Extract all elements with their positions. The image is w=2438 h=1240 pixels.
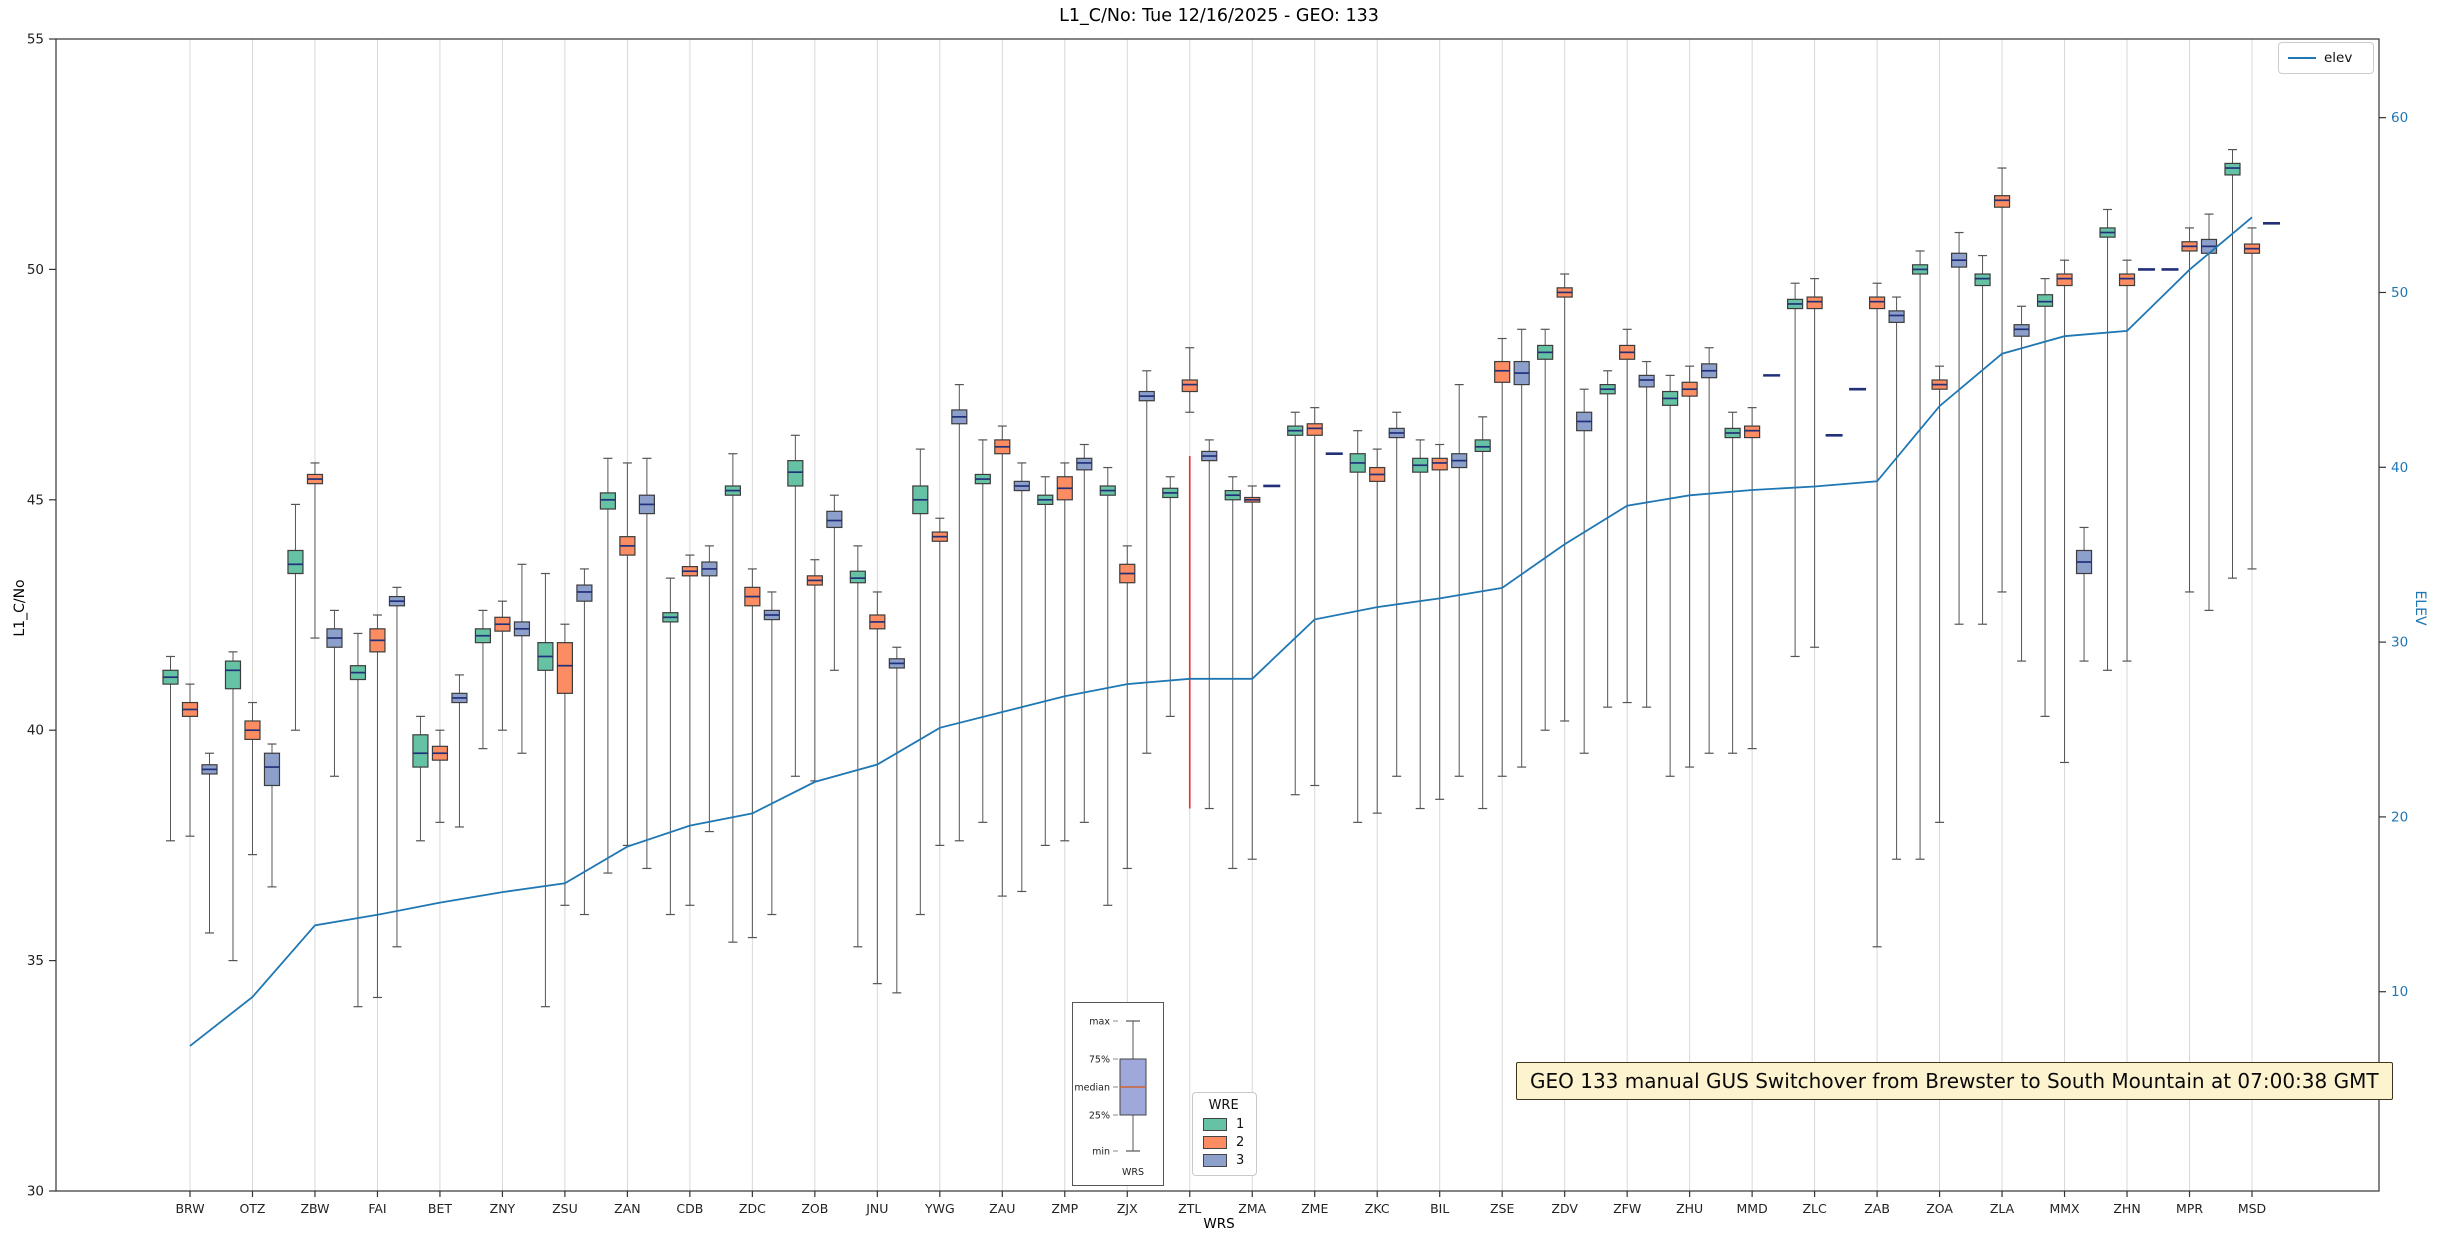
svg-text:ZLC: ZLC xyxy=(1802,1201,1827,1216)
svg-text:ZFW: ZFW xyxy=(1613,1201,1641,1216)
svg-text:ZTL: ZTL xyxy=(1178,1201,1201,1216)
svg-text:WRS: WRS xyxy=(1122,1167,1144,1178)
wre-legend-title: WRE xyxy=(1208,1098,1239,1113)
svg-text:10: 10 xyxy=(2391,984,2408,1000)
svg-text:25%: 25% xyxy=(1089,1111,1110,1122)
svg-text:ZAU: ZAU xyxy=(989,1201,1015,1216)
wre-2-swatch xyxy=(1203,1136,1227,1149)
svg-text:ZSE: ZSE xyxy=(1490,1201,1514,1216)
wre-1-label: 1 xyxy=(1236,1117,1245,1132)
svg-text:ZOA: ZOA xyxy=(1926,1201,1953,1216)
svg-text:median: median xyxy=(1074,1083,1110,1094)
svg-text:35: 35 xyxy=(27,953,44,969)
svg-text:30: 30 xyxy=(2391,635,2408,651)
wre-legend-entry-1: 1 xyxy=(1203,1117,1244,1132)
svg-text:ZSU: ZSU xyxy=(552,1201,578,1216)
svg-text:MMX: MMX xyxy=(2049,1201,2080,1216)
svg-text:OTZ: OTZ xyxy=(239,1201,265,1216)
svg-text:20: 20 xyxy=(2391,809,2408,825)
svg-text:ZDC: ZDC xyxy=(739,1201,766,1216)
svg-text:BIL: BIL xyxy=(1430,1201,1449,1216)
switchover-annotation[interactable]: GEO 133 manual GUS Switchover from Brews… xyxy=(1516,1062,2393,1100)
wre-legend-entry-3: 3 xyxy=(1203,1153,1244,1168)
svg-text:ZAN: ZAN xyxy=(614,1201,640,1216)
svg-text:MSD: MSD xyxy=(2238,1201,2266,1216)
chart-title: L1_C/No: Tue 12/16/2025 - GEO: 133 xyxy=(1059,6,1379,26)
svg-text:ZDV: ZDV xyxy=(1551,1201,1578,1216)
svg-text:30: 30 xyxy=(27,1184,44,1200)
svg-text:MPR: MPR xyxy=(2176,1201,2203,1216)
svg-text:BET: BET xyxy=(428,1201,452,1216)
svg-text:50: 50 xyxy=(27,262,44,278)
svg-text:ZHU: ZHU xyxy=(1676,1201,1703,1216)
wre-legend-entry-2: 2 xyxy=(1203,1135,1244,1150)
elev-line xyxy=(189,216,2253,1047)
svg-text:max: max xyxy=(1089,1017,1110,1028)
elev-legend[interactable]: elev xyxy=(2278,42,2374,74)
svg-text:ZMP: ZMP xyxy=(1051,1201,1078,1216)
svg-text:60: 60 xyxy=(2391,110,2408,126)
svg-text:ZNY: ZNY xyxy=(490,1201,516,1216)
svg-text:ZAB: ZAB xyxy=(1864,1201,1890,1216)
svg-text:50: 50 xyxy=(2391,285,2408,301)
svg-text:75%: 75% xyxy=(1089,1055,1110,1066)
svg-text:ZHN: ZHN xyxy=(2113,1201,2140,1216)
wre-legend[interactable]: WRE 1 2 3 xyxy=(1192,1092,1258,1176)
svg-text:MMD: MMD xyxy=(1737,1201,1768,1216)
boxplot-key-inset: max 75% median 25% min WRS xyxy=(1072,1002,1164,1186)
svg-text:ZLA: ZLA xyxy=(1990,1201,2015,1216)
wre-1-swatch xyxy=(1203,1118,1227,1131)
wre-3-label: 3 xyxy=(1236,1153,1245,1168)
elev-legend-label: elev xyxy=(2324,50,2353,66)
svg-text:40: 40 xyxy=(2391,460,2408,476)
x-axis-label: WRS xyxy=(1203,1216,1235,1232)
svg-text:CDB: CDB xyxy=(676,1201,703,1216)
wre-3-swatch xyxy=(1203,1154,1227,1167)
wre-2-label: 2 xyxy=(1236,1135,1245,1150)
svg-text:ZOB: ZOB xyxy=(801,1201,828,1216)
svg-text:JNU: JNU xyxy=(865,1201,888,1216)
svg-text:ZKC: ZKC xyxy=(1365,1201,1390,1216)
svg-text:min: min xyxy=(1092,1147,1110,1158)
svg-text:40: 40 xyxy=(27,723,44,739)
svg-text:FAI: FAI xyxy=(368,1201,386,1216)
svg-text:ZMA: ZMA xyxy=(1238,1201,1266,1216)
boxplot-key-diagram: max 75% median 25% min WRS xyxy=(1074,1017,1147,1178)
svg-text:ZJX: ZJX xyxy=(1117,1201,1138,1216)
svg-text:BRW: BRW xyxy=(175,1201,204,1216)
svg-text:45: 45 xyxy=(27,492,44,508)
svg-text:55: 55 xyxy=(27,32,44,48)
svg-text:ZME: ZME xyxy=(1301,1201,1328,1216)
svg-text:ZBW: ZBW xyxy=(300,1201,329,1216)
svg-text:YWG: YWG xyxy=(924,1201,955,1216)
elev-line-icon xyxy=(2288,57,2316,59)
